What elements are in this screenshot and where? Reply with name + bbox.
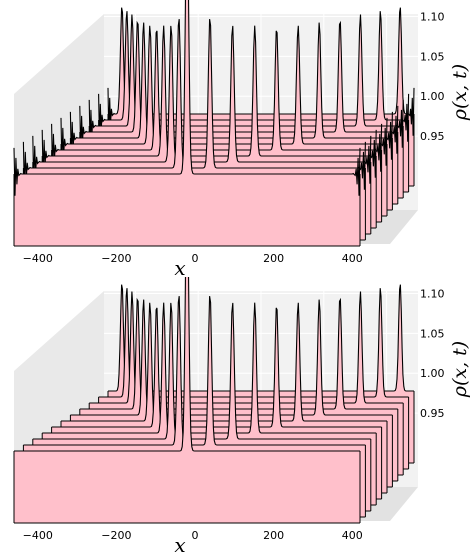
bottom-waterfall-chart: −400−2000200400x0.951.001.051.101.15ρ(x,… [13,277,471,554]
density-slice-curve [51,307,382,428]
density-slice-curve [13,0,361,196]
x-tick-label: −400 [23,252,53,265]
x-tick-label: 0 [192,252,199,265]
z-tick-label: 1.00 [420,90,445,103]
x-axis-label: x [174,533,185,554]
density-slice-curve [22,19,366,190]
x-tick-label: 200 [263,529,284,542]
top-waterfall-chart: −400−2000200400x0.951.001.051.101.15ρ(x,… [13,0,471,277]
density-slice-curve [23,296,366,446]
density-slice-curve [14,277,360,452]
density-slice-curve [79,297,398,410]
density-slice-fill [14,0,360,246]
z-tick-label: 0.95 [420,130,445,143]
z-tick-label: 0.95 [420,407,445,420]
z-axis-label: ρ(x, t) [449,64,471,121]
density-slice-curve [61,302,387,422]
density-slice-fill [14,277,360,523]
x-tick-label: −200 [101,529,131,542]
z-tick-label: 1.05 [420,50,445,63]
density-slice-curve [79,20,399,154]
x-tick-label: 200 [263,252,284,265]
z-tick-label: 1.10 [420,10,445,23]
x-axis-label: x [174,256,185,277]
z-tick-label: 1.10 [420,287,445,300]
density-slice-curve [32,25,372,184]
density-slice-curve [51,30,383,172]
x-tick-label: −400 [23,529,53,542]
z-axis-label: ρ(x, t) [449,341,471,398]
z-tick-label: 1.05 [420,327,445,340]
density-slice-curve [60,25,388,166]
z-tick-label: 1.00 [420,367,445,380]
density-slice-curve [32,302,371,440]
x-tick-label: −200 [101,252,131,265]
x-tick-label: 400 [342,529,363,542]
x-tick-label: 400 [342,252,363,265]
x-tick-label: 0 [192,529,199,542]
